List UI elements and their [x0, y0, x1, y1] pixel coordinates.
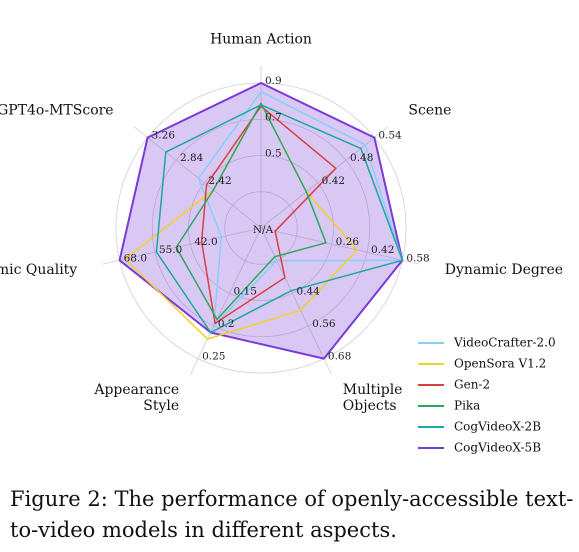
tick-label: 0.42 — [371, 244, 394, 256]
tick-label: 2.42 — [208, 175, 231, 187]
grid-spoke-6 — [102, 227, 262, 265]
axis-label: Dynamic Quality — [0, 262, 77, 278]
grid-spoke-4 — [260, 227, 332, 375]
radar-series — [118, 82, 404, 360]
axis-label: GPT4o-MTScore — [0, 103, 114, 119]
grid-spoke-5 — [190, 227, 262, 375]
figure-caption: Figure 2: The performance of openly-acce… — [10, 487, 574, 542]
axis-label: Human Action — [210, 32, 312, 48]
tick-label: 0.48 — [350, 152, 373, 164]
tick-label: 2.84 — [180, 152, 204, 164]
axis-label: Appearance — [93, 382, 179, 398]
tick-label: 0.26 — [336, 236, 360, 248]
tick-label: 3.26 — [152, 130, 176, 142]
series-cogvideox-5b — [118, 82, 404, 360]
grid-spoke-3 — [260, 227, 420, 265]
grid-spoke-7 — [133, 126, 262, 229]
tick-label: 55.0 — [159, 244, 182, 256]
axis-label: Multiple — [343, 382, 403, 398]
tick-label: 0.54 — [378, 130, 402, 142]
series-gen-2 — [200, 105, 337, 325]
legend-label: VideoCrafter-2.0 — [453, 336, 556, 350]
tick-label: 0.9 — [265, 75, 282, 87]
tick-label: 0.7 — [265, 111, 282, 123]
radar-chart: N/A 0.5 0.7 0.9 0.42 0.48 0.54 0.26 0.42 0.58 0.44… — [0, 32, 563, 455]
tick-label: 0.5 — [265, 148, 282, 160]
axis-label: Dynamic Degree — [445, 262, 563, 278]
tick-label: 42.0 — [194, 236, 217, 248]
tick-label: 0.15 — [234, 285, 257, 297]
legend-label: CogVideoX-5B — [454, 441, 541, 455]
axis-label: Style — [143, 398, 179, 414]
tick-label: 0.56 — [312, 318, 336, 330]
radar-tick-labels: N/A 0.5 0.7 0.9 0.42 0.48 0.54 0.26 0.42 0.58 0.44… — [124, 75, 430, 363]
axis-label: Objects — [343, 398, 397, 414]
series-videocrafter-2-0 — [197, 90, 404, 327]
legend-label: OpenSora V1.2 — [454, 357, 546, 371]
legend-label: Pika — [454, 399, 480, 413]
axis-label: Scene — [408, 103, 451, 119]
tick-label: 0.44 — [296, 285, 320, 297]
radar-grid — [102, 65, 420, 375]
legend-label: CogVideoX-2B — [454, 420, 541, 434]
series-cogvideox-2b — [155, 104, 404, 334]
series-opensora-v1-2 — [124, 102, 358, 340]
tick-label: 0.42 — [322, 175, 345, 187]
series-pika — [175, 102, 327, 321]
center-label: N/A — [253, 224, 274, 236]
tick-label: 0.58 — [406, 252, 429, 264]
tick-label: 68.0 — [124, 252, 147, 264]
tick-label: 0.2 — [218, 318, 235, 330]
chart-legend: VideoCrafter-2.0 OpenSora V1.2 Gen-2 Pika Co… — [418, 336, 556, 455]
tick-label: 0.25 — [202, 351, 225, 363]
tick-label: 0.68 — [328, 351, 351, 363]
grid-spoke-2 — [260, 126, 389, 229]
legend-label: Gen-2 — [454, 378, 490, 392]
